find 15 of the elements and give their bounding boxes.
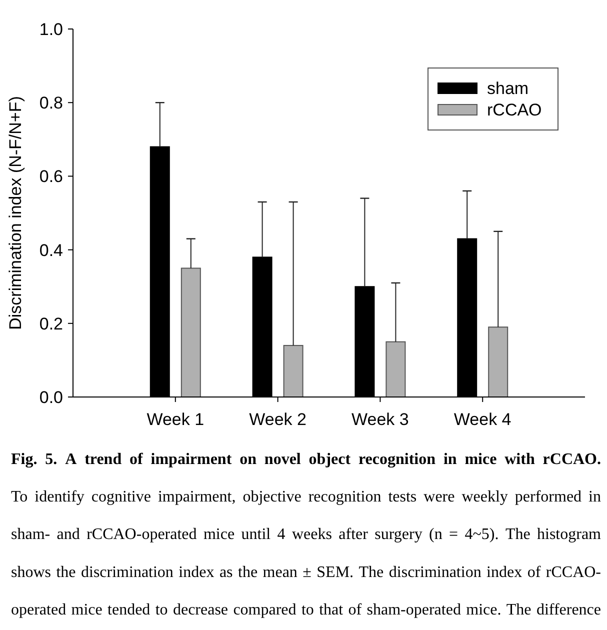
y-tick-label: 0.6 [39,167,63,186]
chart-title: Fig. 5. A trend of impairment on novel object recognition in mice with rCCAO. [11,451,602,468]
x-tick-label: Week 4 [454,410,512,429]
y-tick-label: 1.0 [39,20,63,39]
y-axis-title: Discrimination index (N-F/N+F) [6,96,25,330]
y-tick-label: 0.8 [39,94,63,113]
y-tick-label: 0.2 [39,314,63,334]
x-tick-label: Week 2 [249,410,306,429]
x-tick-label: Week 3 [352,410,409,429]
legend-label: rCCAO [487,100,542,120]
text: To identify cognitive impairment, objective recognition tests were weekly performed in sham- and rCCAO-operated mice until 4 weeks after surgery (n = 4~5). The histogram shows the discrimination index as the mean ± SEM. The discrimination index of rCCAO-operated mice tended to decrease compared to that of sham-operated mice. The difference [11,488,602,618]
y-tick-label: 0.4 [39,240,63,260]
y-tick-label: 0.0 [39,388,63,407]
x-tick-label: Week 1 [146,410,204,429]
legend-label: sham [487,79,529,98]
